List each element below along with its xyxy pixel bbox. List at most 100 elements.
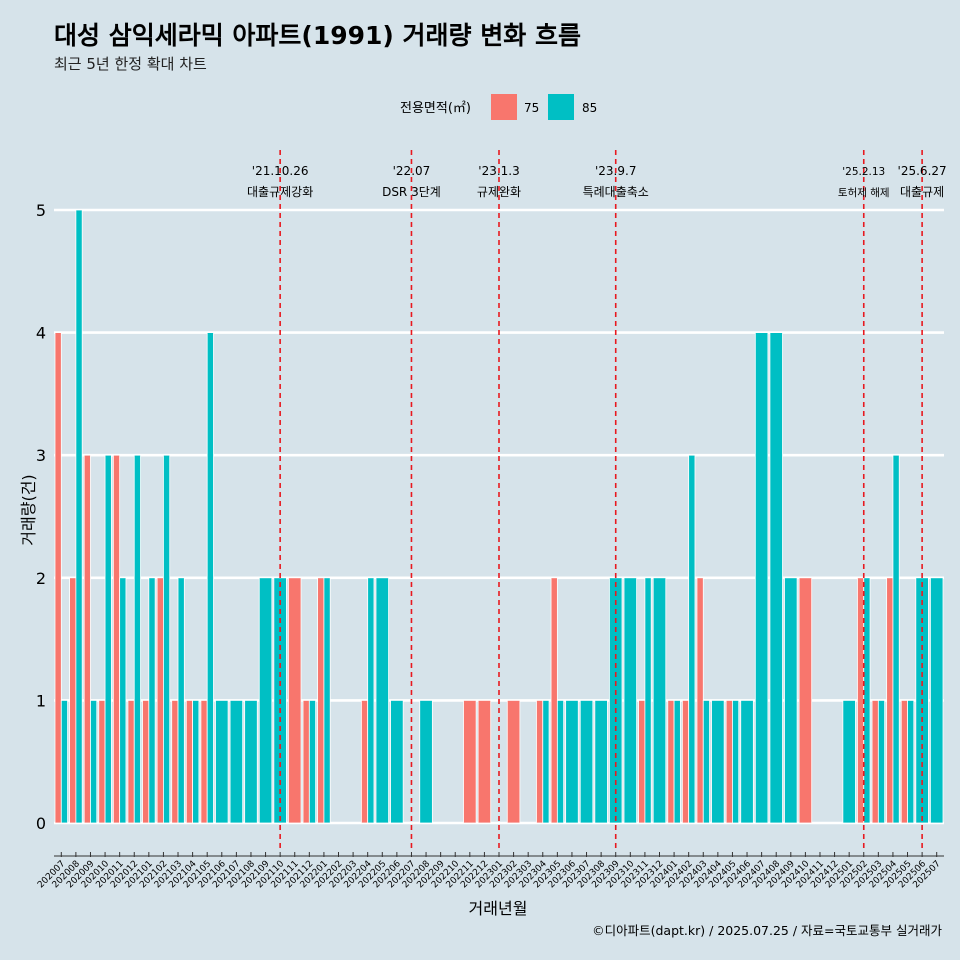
- bar-75-202212: [477, 700, 492, 824]
- y-tick-label: 5: [36, 201, 46, 220]
- bar-85-202504: [892, 454, 900, 824]
- bar-75-202011: [112, 454, 121, 824]
- bar-85-202010: [104, 454, 112, 824]
- legend-swatch-75: [491, 94, 517, 120]
- bar-85-202312: [652, 577, 667, 824]
- bar-75-202504: [886, 577, 894, 824]
- event-label: 대출규제강화: [247, 185, 313, 199]
- bar-75-202009: [83, 454, 91, 824]
- event-label: 대출규제: [900, 185, 944, 199]
- event-date: '22.07: [393, 164, 431, 178]
- bar-85-202409: [784, 577, 798, 824]
- bar-85-202507: [930, 577, 944, 824]
- event-date: '23.9.7: [595, 164, 636, 178]
- bar-75-202405: [725, 700, 733, 824]
- bar-85-202402: [688, 454, 696, 824]
- legend-title: 전용면적(㎡): [400, 101, 471, 116]
- bar-75-202008: [69, 577, 77, 824]
- bar-75-202401: [667, 700, 675, 824]
- bar-75-202211: [463, 700, 477, 824]
- event-lines: '21.10.26 대출규제강화 '22.07 DSR 3단계 '23.1.3 규제완화 '…: [247, 150, 947, 852]
- bar-85-202106: [215, 700, 229, 824]
- bars: [54, 209, 944, 824]
- chart-subtitle: 최근 5년 한정 확대 차트: [54, 55, 207, 73]
- bar-75-202105: [200, 700, 208, 824]
- bar-85-202308: [594, 700, 608, 824]
- bar-75-202010: [98, 700, 106, 824]
- legend-label-75: 75: [524, 101, 539, 115]
- bar-85-202007: [60, 700, 68, 824]
- event-label: 특례대출축소: [583, 185, 649, 199]
- bar-85-202307: [579, 700, 594, 824]
- legend-label-85: 85: [582, 101, 597, 115]
- legend: 전용면적(㎡) 75 85: [400, 94, 597, 120]
- bar-75-202402: [681, 700, 690, 824]
- legend-swatch-85: [548, 94, 574, 120]
- bar-75-202502: [857, 577, 865, 824]
- bar-85-202404: [711, 700, 725, 824]
- bar-75-202112: [302, 700, 310, 824]
- event-label: 규제완화: [477, 185, 521, 199]
- bar-85-202501: [842, 700, 856, 824]
- bar-85-202206: [390, 700, 404, 824]
- bar-75-202103: [171, 700, 179, 824]
- event-label: DSR 3단계: [382, 185, 441, 199]
- x-axis-label: 거래년월: [469, 899, 528, 918]
- bar-85-202205: [375, 577, 389, 824]
- bar-75-202302: [506, 700, 521, 824]
- y-tick-label: 2: [36, 569, 46, 588]
- event-label: 토허제 해제: [838, 186, 890, 199]
- bar-85-202505: [907, 700, 915, 824]
- event-date: '25.2.13: [842, 166, 885, 178]
- bar-85-202406: [740, 700, 754, 824]
- bar-85-202008: [75, 209, 83, 824]
- bar-85-202201: [323, 577, 331, 824]
- bar-85-202407: [754, 332, 769, 824]
- y-tick-label: 0: [36, 814, 46, 833]
- bar-75-202201: [317, 577, 325, 824]
- caption: ©디아파트(dapt.kr) / 2025.07.25 / 자료=국토교통부 실…: [592, 923, 942, 938]
- bar-75-202305: [550, 577, 558, 824]
- bar-85-202311: [644, 577, 652, 824]
- bar-85-202012: [133, 454, 141, 824]
- bar-75-202204: [360, 700, 369, 824]
- bar-85-202403: [702, 700, 710, 824]
- bar-75-202403: [696, 577, 704, 824]
- bar-75-202505: [900, 700, 908, 824]
- bar-85-202405: [732, 700, 740, 824]
- bar-85-202102: [163, 454, 171, 824]
- bar-75-202012: [127, 700, 135, 824]
- bar-85-202204: [367, 577, 375, 824]
- bar-85-202009: [90, 700, 98, 824]
- bar-85-202401: [673, 700, 681, 824]
- event-date: '21.10.26: [252, 164, 309, 178]
- chart-title: 대성 삼익세라믹 아파트(1991) 거래량 변화 흐름: [54, 21, 581, 50]
- y-tick-label: 1: [36, 691, 46, 710]
- y-axis-label: 거래량(건): [19, 474, 38, 545]
- bar-85-202408: [769, 332, 783, 824]
- bar-85-202103: [177, 577, 185, 824]
- y-tick-label: 3: [36, 446, 46, 465]
- bar-85-202112: [308, 700, 317, 824]
- bar-75-202102: [156, 577, 164, 824]
- bar-85-202011: [119, 577, 127, 824]
- bar-85-202305: [556, 700, 565, 824]
- bar-85-202105: [206, 332, 214, 824]
- bar-85-202108: [244, 700, 258, 824]
- bar-75-202101: [142, 700, 150, 824]
- bar-75-202304: [536, 700, 544, 824]
- bar-75-202311: [638, 700, 646, 824]
- x-axis: 2020072020082020092020102020112020122021…: [36, 852, 944, 890]
- bar-75-202104: [185, 700, 194, 824]
- y-tick-label: 4: [36, 324, 46, 343]
- bar-75-202410: [798, 577, 813, 824]
- bar-85-202107: [229, 700, 244, 824]
- bar-85-202502: [863, 577, 871, 824]
- bar-85-202104: [192, 700, 200, 824]
- bar-85-202101: [148, 577, 156, 824]
- event-date: '23.1.3: [478, 164, 519, 178]
- bar-75-202111: [288, 577, 302, 824]
- bar-85-202304: [542, 700, 550, 824]
- event-date: '25.6.27: [898, 164, 947, 178]
